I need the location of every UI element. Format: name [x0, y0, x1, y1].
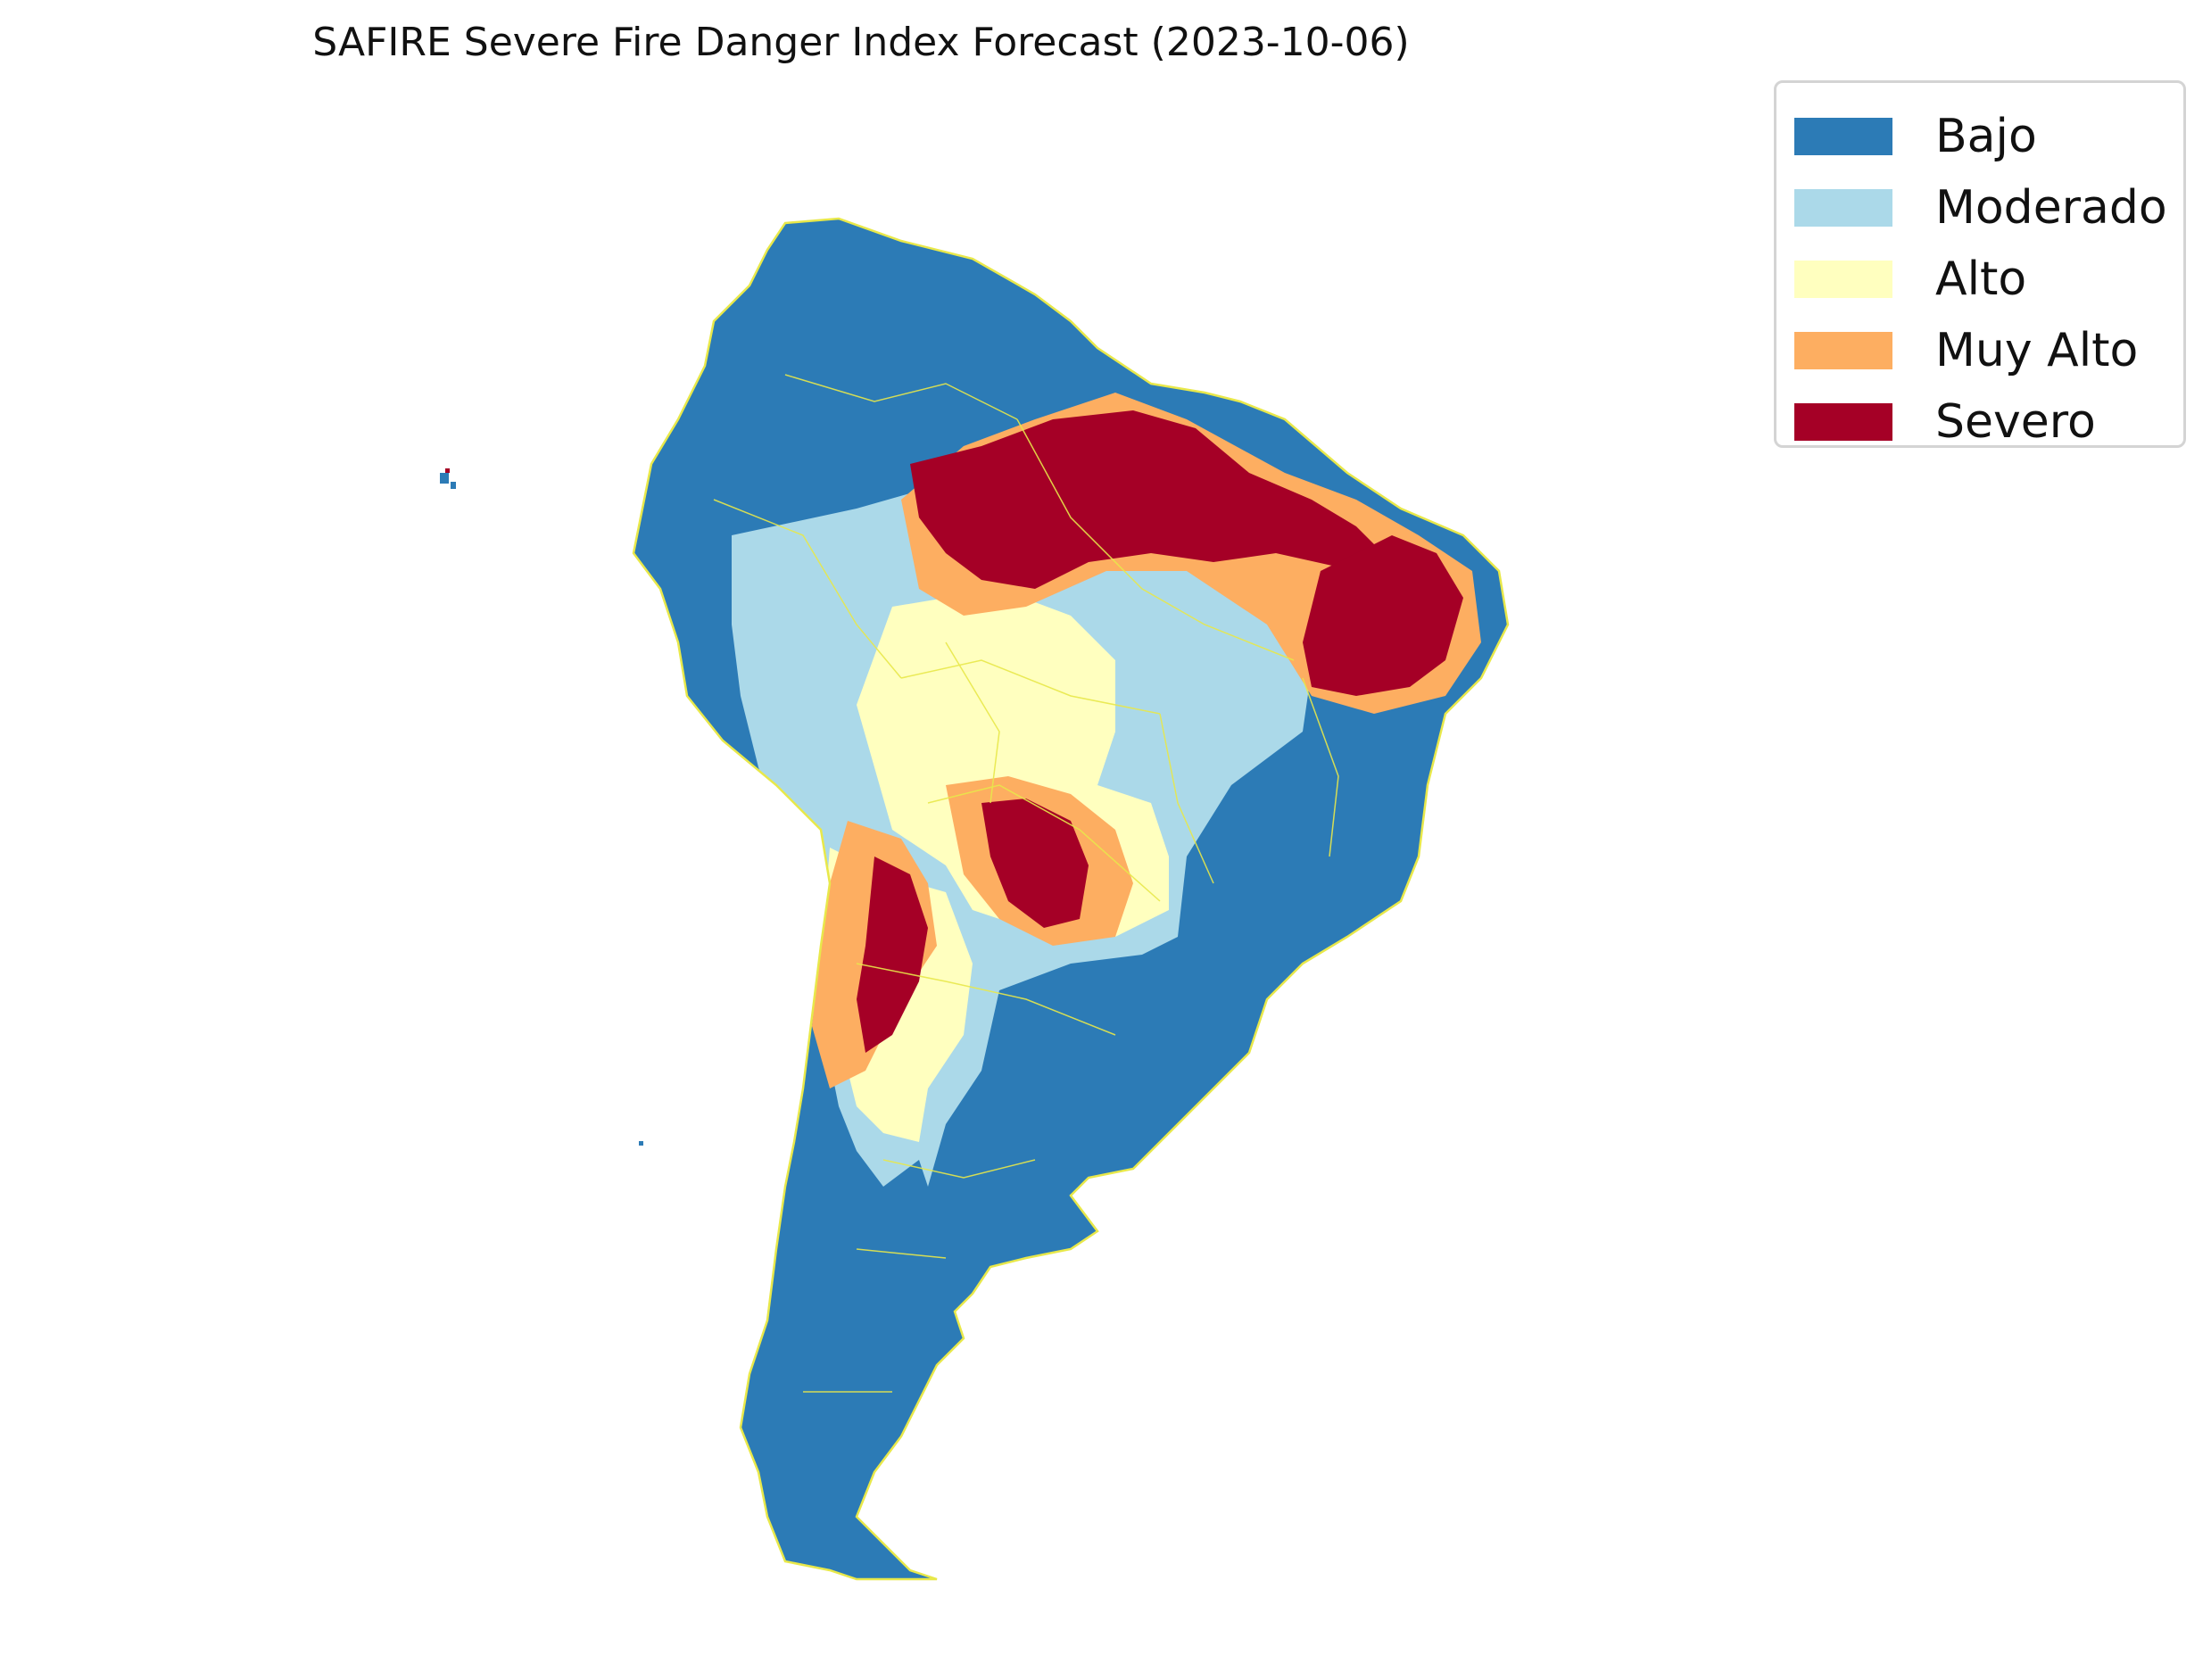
legend-item-moderado: Moderado: [1794, 172, 2183, 244]
legend-item-alto: Alto: [1794, 244, 2183, 315]
internal-borders: [713, 374, 1339, 1393]
map-title: SAFIRE Severe Fire Danger Index Forecast…: [312, 20, 1410, 65]
legend-label: Severo: [1935, 395, 2096, 449]
severo-amazon: [910, 410, 1383, 589]
legend: Bajo Moderado Alto Muy Alto Severo: [1774, 80, 2186, 449]
galapagos-island: [451, 482, 456, 489]
fire-danger-map: [440, 217, 1510, 1581]
legend-label: Moderado: [1935, 181, 2167, 235]
juan-fernandez-island: [639, 1141, 643, 1146]
severo-chaco: [981, 799, 1089, 928]
legend-swatch: [1794, 403, 1892, 441]
legend-item-muy-alto: Muy Alto: [1794, 315, 2183, 386]
small-islands: [440, 468, 643, 1146]
legend-label: Alto: [1935, 252, 2027, 306]
legend-item-bajo: Bajo: [1794, 101, 2183, 172]
galapagos-island: [445, 468, 450, 473]
legend-item-severo: Severo: [1794, 386, 2183, 458]
legend-swatch: [1794, 189, 1892, 227]
legend-swatch: [1794, 261, 1892, 298]
legend-label: Bajo: [1935, 110, 2037, 163]
severo-northeast: [1303, 535, 1463, 696]
legend-swatch: [1794, 332, 1892, 369]
severo-andes: [857, 857, 928, 1053]
galapagos-island: [440, 473, 449, 484]
legend-swatch: [1794, 118, 1892, 155]
legend-label: Muy Alto: [1935, 324, 2139, 377]
